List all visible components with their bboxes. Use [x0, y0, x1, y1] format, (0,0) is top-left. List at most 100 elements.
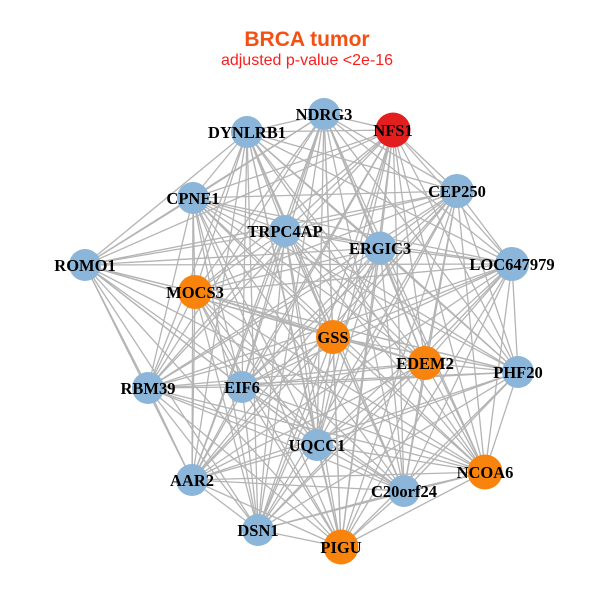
edge-ncoa6-dsn1: [257, 471, 486, 531]
edge-rbm39-uqcc1: [147, 387, 318, 446]
edge-mocs3-phf20: [194, 291, 519, 373]
edge-rbm39-pigu: [147, 387, 342, 548]
node-trpc4ap: [269, 215, 301, 247]
edge-ndrg3-rbm39: [147, 113, 325, 389]
node-ncoa6: [467, 454, 503, 490]
node-label-mocs3: MOCS3: [166, 283, 224, 302]
edge-ergic3-romo1: [84, 247, 381, 266]
edge-cep250-rbm39: [147, 190, 458, 389]
edge-ergic3-aar2: [191, 247, 381, 481]
node-label-trpc4ap: TRPC4AP: [247, 222, 322, 241]
edge-cpne1-rbm39: [147, 197, 194, 389]
edge-cep250-trpc4ap: [284, 190, 458, 232]
node-label-cpne1: CPNE1: [166, 189, 219, 208]
edge-ergic3-edem2: [379, 247, 426, 364]
edge-gss-ncoa6: [332, 336, 486, 473]
node-label-dynlrb1: DYNLRB1: [208, 123, 286, 142]
edge-ergic3-mocs3: [194, 247, 381, 293]
edge-ncoa6-pigu: [340, 471, 486, 548]
label-layer: NDRG3 DYNLRB1 NFS1 CEP250 CPNE1 TRPC4AP ERGIC3…: [54, 105, 554, 557]
edge-nfs1-uqcc1: [316, 129, 394, 446]
node-label-rbm39: RBM39: [121, 379, 176, 398]
edge-dynlrb1-loc647979: [246, 131, 513, 265]
edge-eif6-pigu: [241, 386, 342, 548]
edge-eif6-dsn1: [241, 386, 259, 531]
node-gss: [316, 320, 350, 354]
node-label-c20orf24: C20orf24: [371, 482, 437, 501]
edge-ndrg3-loc647979: [323, 113, 513, 265]
edge-dynlrb1-nfs1: [246, 129, 394, 133]
node-phf20: [502, 356, 534, 388]
edge-phf20-pigu: [340, 371, 519, 548]
node-label-ergic3: ERGIC3: [349, 239, 411, 258]
edge-dynlrb1-dsn1: [246, 131, 259, 531]
node-label-edem2: EDEM2: [396, 354, 454, 373]
node-ergic3: [363, 231, 397, 265]
edge-trpc4ap-uqcc1: [284, 230, 318, 446]
edge-dynlrb1-rbm39: [147, 131, 248, 389]
edge-uqcc1-ncoa6: [316, 444, 486, 473]
edge-ergic3-phf20: [379, 247, 519, 373]
edge-loc647979-edem2: [424, 263, 513, 364]
edge-nfs1-romo1: [84, 129, 394, 266]
edge-nfs1-trpc4ap: [284, 129, 394, 232]
edge-aar2-ncoa6: [191, 471, 486, 481]
node-eif6: [226, 371, 258, 403]
edge-uqcc1-dsn1: [257, 444, 318, 531]
edge-loc647979-eif6: [241, 263, 513, 388]
edge-loc647979-phf20: [511, 263, 519, 373]
edge-cpne1-loc647979: [192, 197, 513, 265]
node-label-pigu: PIGU: [320, 538, 361, 557]
edge-mocs3-eif6: [194, 291, 243, 388]
edge-trpc4ap-mocs3: [194, 230, 286, 293]
edge-cpne1-c20orf24: [192, 197, 405, 492]
node-cpne1: [177, 182, 209, 214]
edge-edem2-ncoa6: [424, 362, 486, 473]
edge-loc647979-gss: [332, 263, 513, 338]
node-dynlrb1: [231, 116, 263, 148]
edge-ergic3-dsn1: [257, 247, 381, 531]
edge-ndrg3-aar2: [191, 113, 325, 481]
edge-trpc4ap-aar2: [191, 230, 286, 481]
node-mocs3: [178, 275, 212, 309]
node-label-cep250: CEP250: [428, 182, 486, 201]
edge-mocs3-rbm39: [147, 291, 196, 389]
edge-gss-pigu: [332, 336, 342, 548]
edge-rbm39-c20orf24: [147, 387, 405, 492]
edge-cpne1-edem2: [192, 197, 426, 364]
edge-uqcc1-c20orf24: [316, 444, 405, 492]
edge-ergic3-rbm39: [147, 247, 381, 389]
edge-nfs1-cpne1: [192, 129, 394, 199]
edge-nfs1-edem2: [392, 129, 426, 364]
node-label-eif6: EIF6: [224, 378, 260, 397]
edge-mocs3-uqcc1: [194, 291, 318, 446]
edge-gss-aar2: [191, 336, 334, 481]
edge-cep250-eif6: [241, 190, 458, 388]
node-ndrg3: [308, 98, 340, 130]
edge-phf20-uqcc1: [316, 371, 519, 446]
node-edem2: [408, 346, 442, 380]
edge-nfs1-phf20: [392, 129, 519, 373]
edge-gss-c20orf24: [332, 336, 405, 492]
node-label-ndrg3: NDRG3: [296, 105, 353, 124]
edge-cpne1-romo1: [84, 197, 194, 266]
edge-edem2-rbm39: [147, 362, 426, 389]
edge-trpc4ap-edem2: [284, 230, 426, 364]
node-label-phf20: PHF20: [493, 363, 543, 382]
node-uqcc1: [301, 429, 333, 461]
edge-romo1-pigu: [84, 264, 342, 548]
edge-eif6-aar2: [191, 386, 243, 481]
edge-cpne1-trpc4ap: [192, 197, 286, 232]
edge-dynlrb1-romo1: [84, 131, 248, 266]
edge-eif6-ncoa6: [241, 386, 486, 473]
edge-dynlrb1-cep250: [246, 131, 458, 192]
node-rbm39: [132, 372, 164, 404]
plot-subtitle: adjusted p-value <2e-16: [221, 52, 393, 69]
edge-edem2-aar2: [191, 362, 426, 481]
edge-ergic3-eif6: [241, 247, 381, 388]
node-label-loc647979: LOC647979: [469, 255, 554, 274]
edge-phf20-ncoa6: [484, 371, 519, 473]
node-label-romo1: ROMO1: [54, 256, 115, 275]
edge-ndrg3-mocs3: [194, 113, 325, 293]
